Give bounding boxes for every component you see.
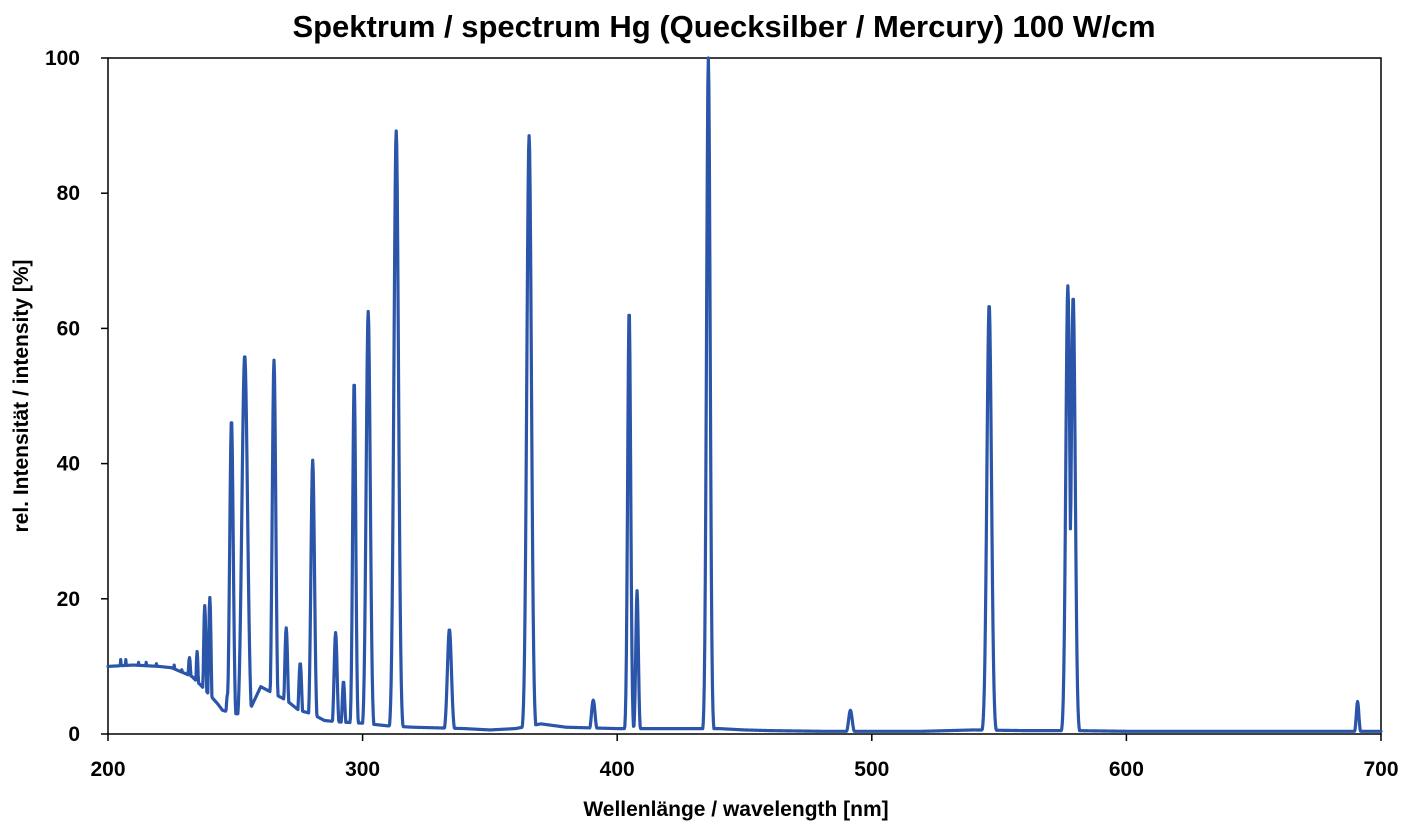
- plot-area: [107, 57, 1382, 735]
- y-tick-label: 60: [57, 317, 80, 340]
- x-tick-label: 400: [600, 758, 635, 781]
- y-tick-label: 100: [45, 47, 80, 70]
- plot-frame: [107, 57, 1382, 735]
- y-tick-label: 40: [57, 453, 80, 476]
- x-tick-label: 200: [90, 758, 125, 781]
- x-axis: 200 300 400 500 600 700: [90, 734, 1399, 781]
- spectrum-series-line: [106, 56, 1383, 733]
- x-tick-label: 500: [854, 758, 889, 781]
- y-tick-label: 80: [57, 182, 80, 205]
- series-layer: [106, 56, 1383, 733]
- y-axis: 0 20 40 60 80 100: [45, 47, 108, 746]
- x-tick-label: 700: [1363, 758, 1398, 781]
- y-axis-label: rel. Intensität / intensity [%]: [10, 259, 33, 532]
- y-tick-label: 20: [57, 588, 80, 611]
- y-tick-label: 0: [68, 723, 80, 746]
- chart-title: Spektrum / spectrum Hg (Quecksilber / Me…: [292, 9, 1155, 44]
- x-tick-label: 300: [345, 758, 380, 781]
- x-axis-label: Wellenlänge / wavelength [nm]: [583, 798, 888, 821]
- x-tick-label: 600: [1109, 758, 1144, 781]
